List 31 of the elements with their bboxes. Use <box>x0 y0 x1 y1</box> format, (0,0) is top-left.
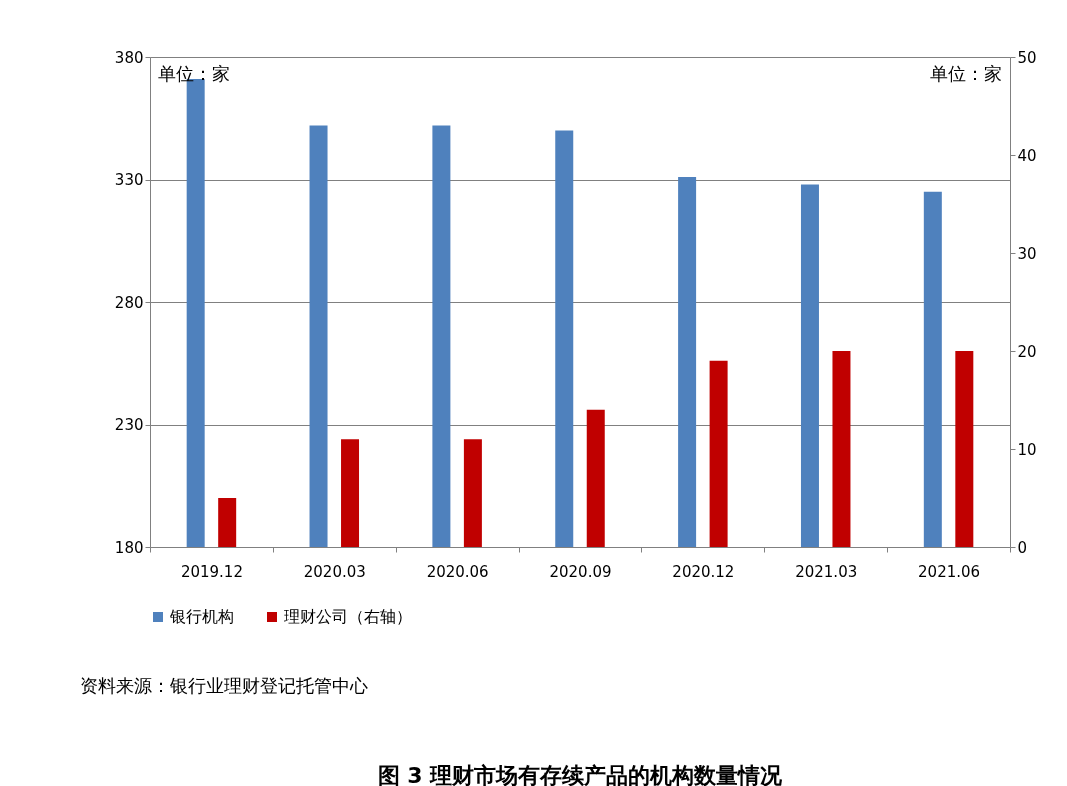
legend-label: 理财公司（右轴） <box>284 607 412 626</box>
x-tick-label: 2021.03 <box>795 562 858 581</box>
bar <box>832 351 851 547</box>
x-tick-label: 2021.06 <box>918 562 981 581</box>
y2-tick-label: 20 <box>1017 342 1037 361</box>
legend-label: 银行机构 <box>169 607 234 626</box>
y-tick-label: 180 <box>114 538 144 557</box>
bar <box>463 439 482 547</box>
annotation: 单位：家 <box>158 63 230 84</box>
text: 图 3 理财市场有存续产品的机构数量情况 <box>377 763 784 786</box>
y-tick-label: 230 <box>114 416 144 434</box>
bar <box>955 351 974 547</box>
y-tick-label: 380 <box>114 48 144 67</box>
x-tick-label: 2020.06 <box>426 562 489 581</box>
bar <box>218 498 237 547</box>
annotation: 单位：家 <box>930 63 1002 84</box>
y2-tick-label: 40 <box>1017 146 1037 165</box>
bar <box>586 409 605 547</box>
bar <box>709 360 728 547</box>
x-tick-label: 2020.09 <box>549 562 612 581</box>
y-tick-label: 330 <box>114 171 144 189</box>
y2-tick-label: 50 <box>1017 48 1037 67</box>
y2-tick-label: 0 <box>1017 538 1028 557</box>
bar <box>341 439 360 547</box>
text: 资料来源：银行业理财登记托管中心 <box>80 675 368 696</box>
x-tick-label: 2019.12 <box>180 562 243 581</box>
y2-tick-label: 10 <box>1017 440 1037 459</box>
x-tick-label: 2020.12 <box>672 562 735 581</box>
x-tick-label: 2020.03 <box>303 562 366 581</box>
y2-tick-label: 30 <box>1017 244 1037 263</box>
y-tick-label: 280 <box>114 293 144 312</box>
